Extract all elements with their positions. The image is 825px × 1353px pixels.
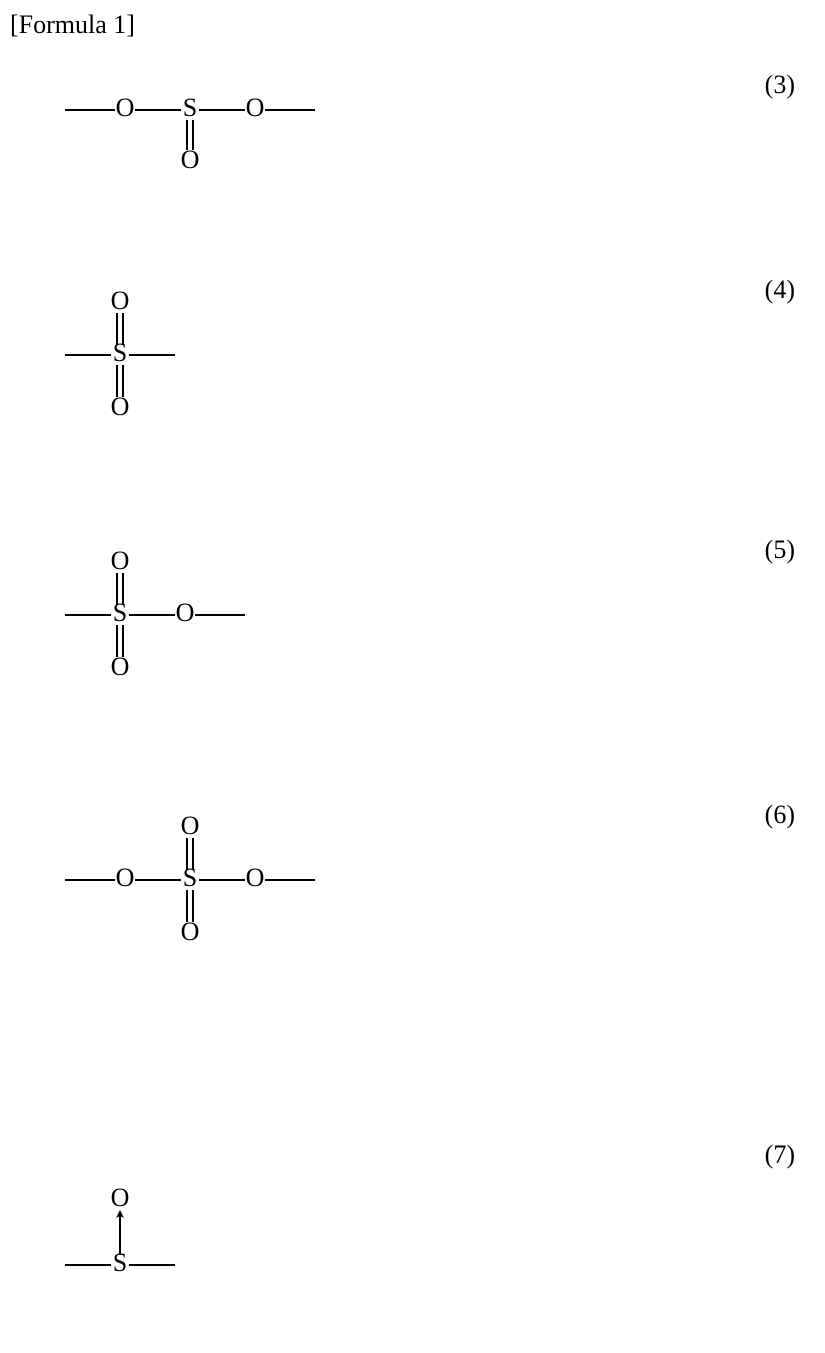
equation-label-6: (6) xyxy=(765,800,795,830)
atom-O: O xyxy=(181,917,200,946)
equation-label-4: (4) xyxy=(765,275,795,305)
atom-O: O xyxy=(246,93,265,122)
atom-S: S xyxy=(113,598,127,627)
atom-O: O xyxy=(111,546,130,575)
atom-O: O xyxy=(111,392,130,421)
structure-3-svg: O S O O xyxy=(40,70,340,190)
atom-O: O xyxy=(116,93,135,122)
atom-S: S xyxy=(183,93,197,122)
structure-7: O S xyxy=(40,1160,240,1300)
structure-7-svg: O S xyxy=(40,1160,240,1300)
equation-label-3: (3) xyxy=(765,70,795,100)
structure-4: O S O xyxy=(40,275,240,435)
formula-title: [Formula 1] xyxy=(10,10,135,40)
page: [Formula 1] O S O O (3) O xyxy=(0,0,825,1353)
atom-O: O xyxy=(181,145,200,174)
atom-O: O xyxy=(116,863,135,892)
atom-O: O xyxy=(111,286,130,315)
structure-4-svg: O S O xyxy=(40,275,240,435)
atom-O: O xyxy=(111,652,130,681)
structure-6: O O S O O xyxy=(40,800,360,960)
structure-5: O S O O xyxy=(40,535,300,695)
atom-O: O xyxy=(176,598,195,627)
equation-label-5: (5) xyxy=(765,535,795,565)
structure-5-svg: O S O O xyxy=(40,535,300,695)
structure-6-svg: O O S O O xyxy=(40,800,360,960)
structure-3: O S O O xyxy=(40,70,340,190)
atom-O: O xyxy=(181,811,200,840)
atom-S: S xyxy=(113,338,127,367)
atom-S: S xyxy=(183,863,197,892)
equation-label-7: (7) xyxy=(765,1140,795,1170)
atom-O: O xyxy=(246,863,265,892)
atom-O: O xyxy=(111,1183,130,1212)
atom-S: S xyxy=(113,1248,127,1277)
